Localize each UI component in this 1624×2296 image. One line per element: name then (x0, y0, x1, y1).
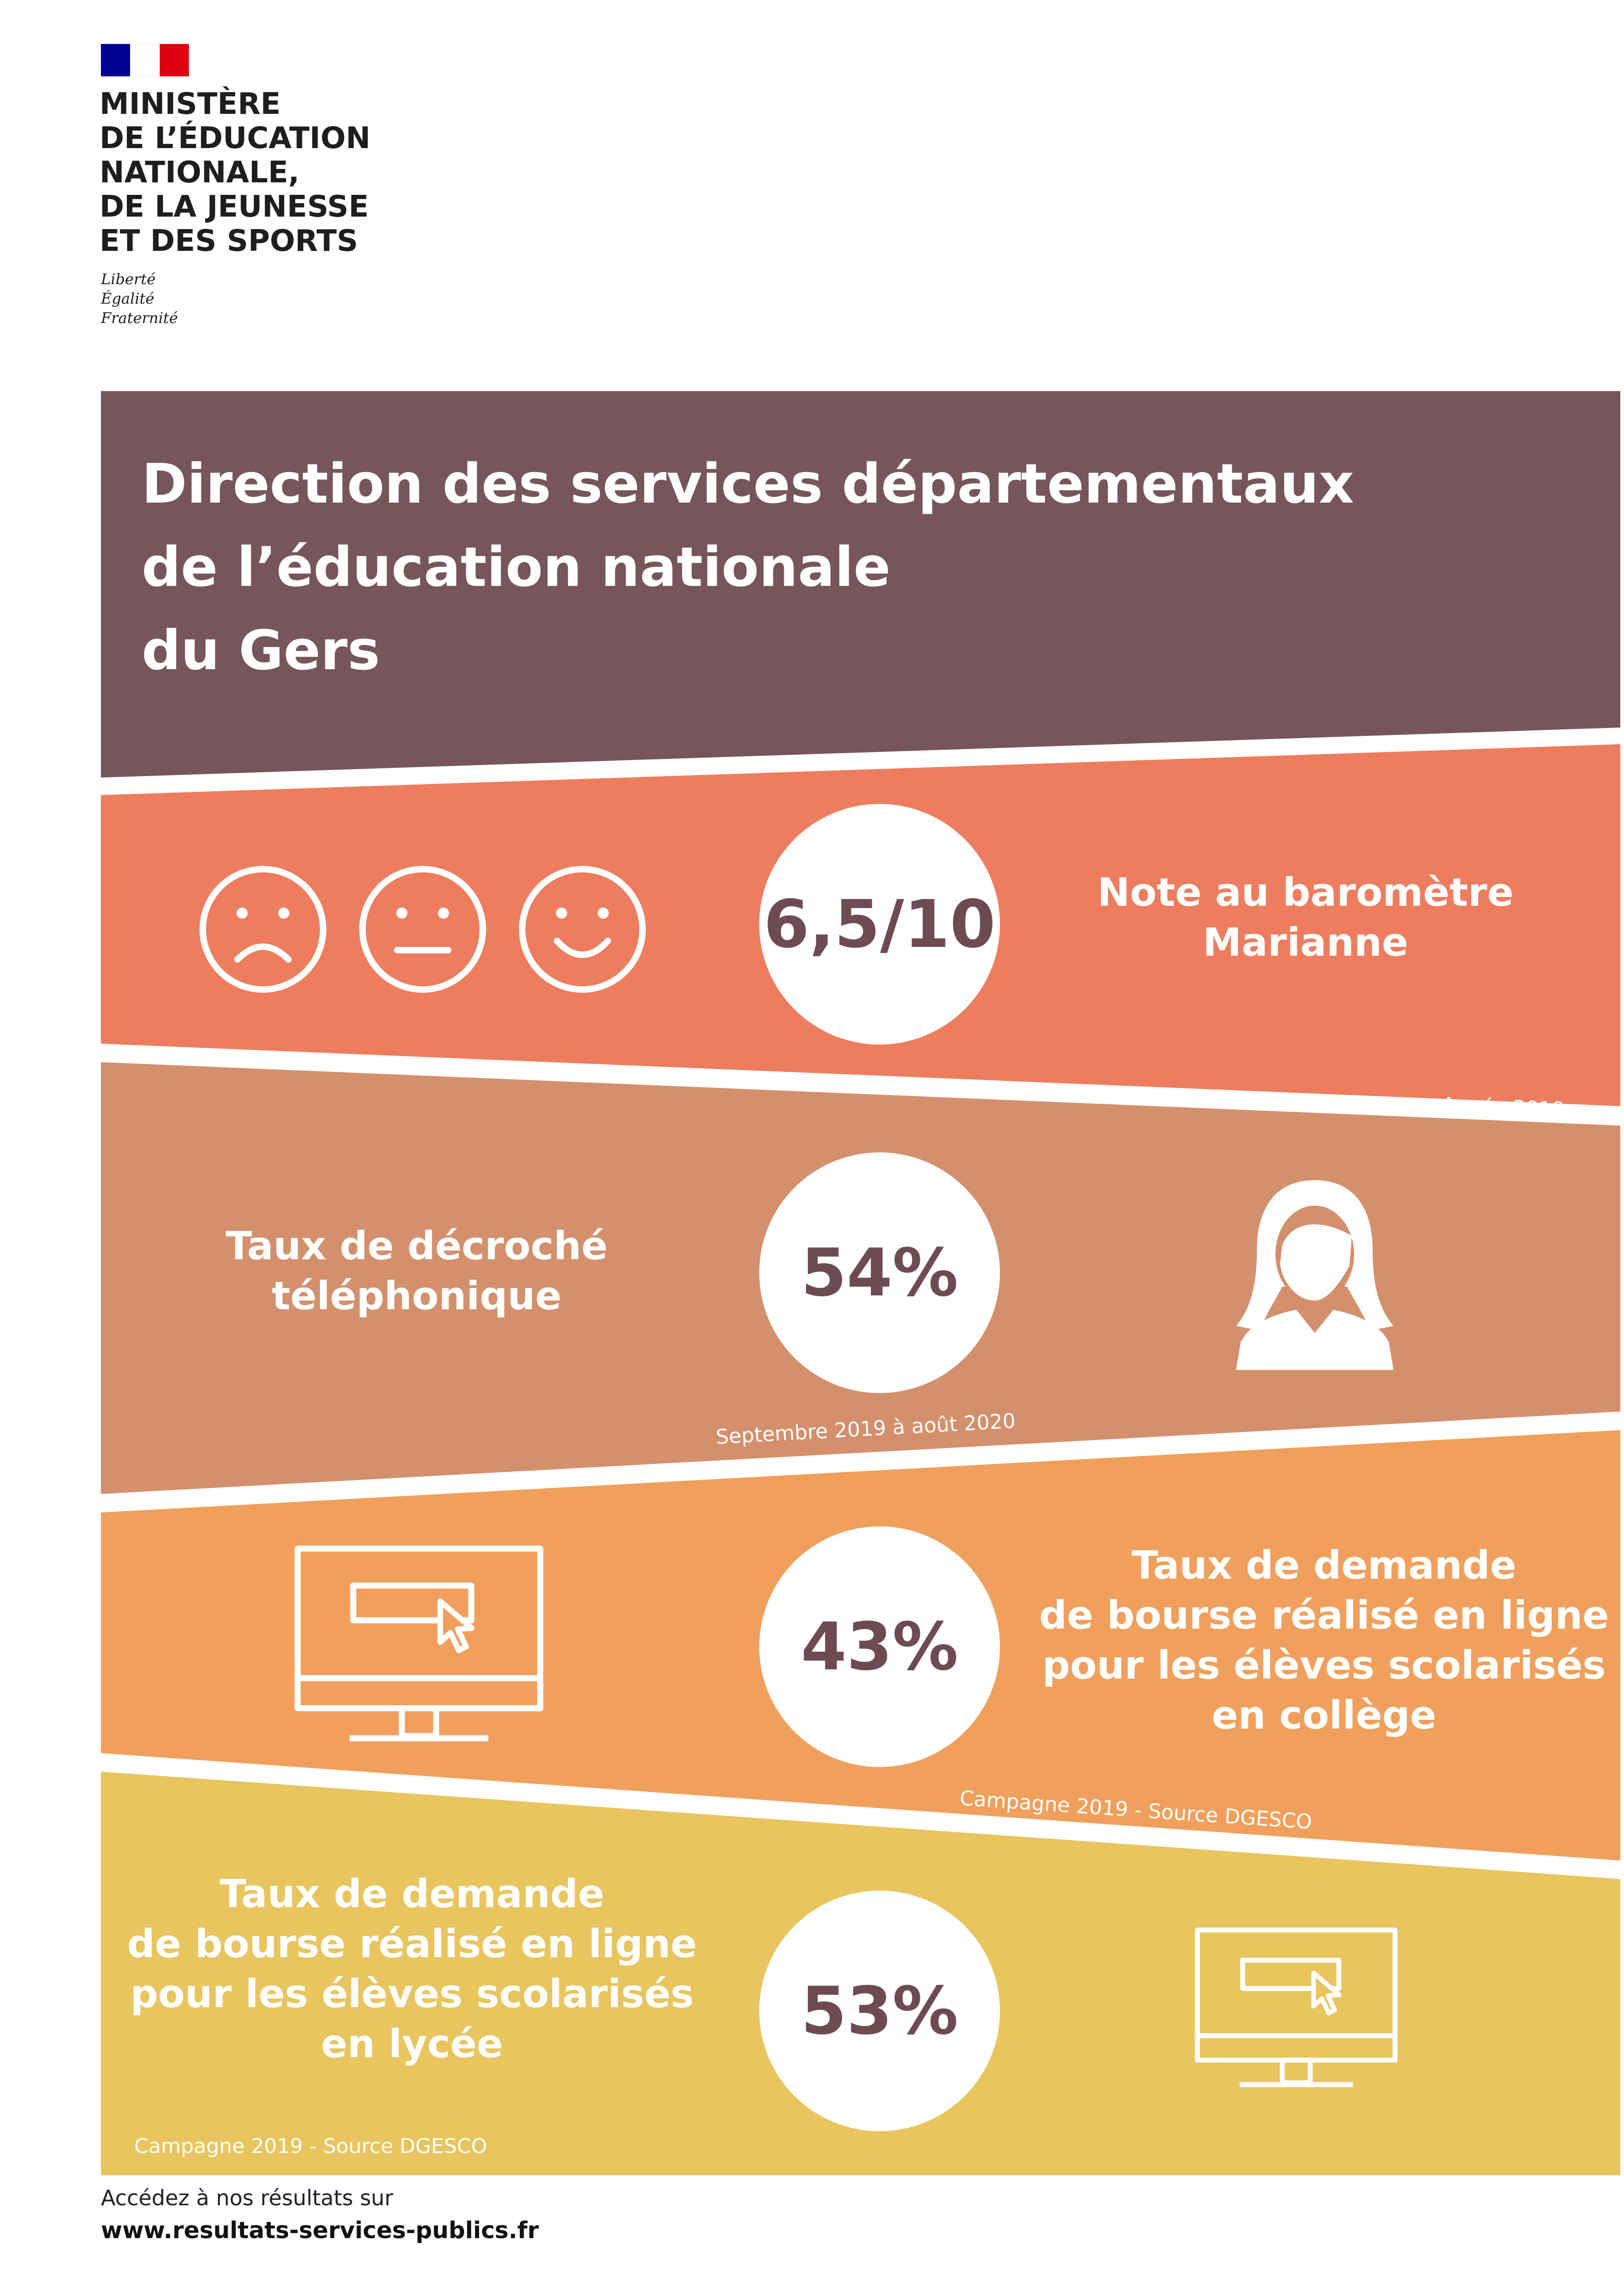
ministry-line: DE LA JEUNESSE (100, 190, 369, 224)
label-line: en lycée (321, 2021, 503, 2066)
republic-motto: Liberté Égalité Fraternité (101, 269, 178, 328)
flag-blue (101, 44, 131, 76)
motto-line: Liberté (101, 270, 156, 288)
ministry-line: ET DES SPORTS (100, 224, 358, 258)
footer-intro: Accédez à nos résultats sur (101, 2185, 394, 2210)
title-line: Direction des services départementaux (142, 452, 1354, 516)
happy-face-icon (519, 866, 646, 993)
footer-url-link[interactable]: www.resultats-services-publics.fr (101, 2217, 539, 2244)
telephone-operator-icon (1236, 1180, 1393, 1370)
title-line: du Gers (142, 618, 380, 682)
neutral-face-icon (359, 866, 486, 993)
label-line: Marianne (1203, 920, 1408, 965)
label-line: de bourse réalisé en ligne (127, 1921, 697, 1966)
cursor-arrow (1311, 1971, 1342, 2016)
ministry-line: DE L’ÉDUCATION (100, 121, 371, 156)
flag-white (130, 44, 160, 76)
header-band (101, 391, 1620, 778)
motto-line: Égalité (101, 290, 155, 307)
label-line: Taux de décroché (225, 1223, 608, 1269)
label-line: pour les élèves scolarisés (1042, 1643, 1606, 1688)
barometre-label: Note au baromètre Marianne (1074, 867, 1537, 967)
motto-line: Fraternité (101, 309, 178, 327)
barometre-value: 6,5/10 (763, 886, 996, 963)
page-title: Direction des services départementaux de… (142, 442, 1530, 692)
value-circle: 53% (759, 1891, 1000, 2131)
bourse-lycee-note: Campagne 2019 - Source DGESCO (134, 2134, 487, 2158)
label-line: téléphonique (271, 1273, 562, 1319)
label-line: en collège (1212, 1692, 1437, 1738)
sad-face-icon (200, 866, 326, 993)
barometre-note: Année 2019 (1441, 1093, 1565, 1122)
decroche-label: Taux de décroché téléphonique (185, 1221, 648, 1321)
label-line: Note au baromètre (1097, 870, 1514, 915)
value-circle: 6,5/10 (759, 804, 1000, 1045)
bourse-lycee-value: 53% (801, 1972, 958, 2049)
cursor-arrow (437, 1599, 475, 1653)
decroche-value: 54% (801, 1234, 958, 1311)
ministry-line: MINISTÈRE (100, 87, 281, 121)
computer-monitor-icon (294, 1545, 543, 1742)
title-line: de l’éducation nationale (142, 535, 891, 599)
label-line: Taux de demande (219, 1871, 605, 1916)
label-line: pour les élèves scolarisés (130, 1971, 694, 2016)
value-circle: 54% (759, 1152, 1000, 1393)
bourse-college-label: Taux de demande de bourse réalisé en lig… (1018, 1540, 1624, 1740)
bourse-college-value: 43% (801, 1608, 958, 1685)
bourse-lycee-label: Taux de demande de bourse réalisé en lig… (106, 1869, 718, 2069)
label-line: de bourse réalisé en ligne (1039, 1593, 1609, 1638)
marianne-flag-logo (101, 44, 189, 76)
ministry-line: NATIONALE, (100, 156, 300, 190)
computer-monitor-icon (1195, 1927, 1398, 2087)
ministry-name: MINISTÈRE DE L’ÉDUCATION NATIONALE, DE L… (100, 87, 516, 258)
value-circle: 43% (759, 1526, 1000, 1767)
flag-red (159, 44, 189, 76)
label-line: Taux de demande (1131, 1543, 1517, 1588)
satisfaction-faces (200, 866, 646, 993)
